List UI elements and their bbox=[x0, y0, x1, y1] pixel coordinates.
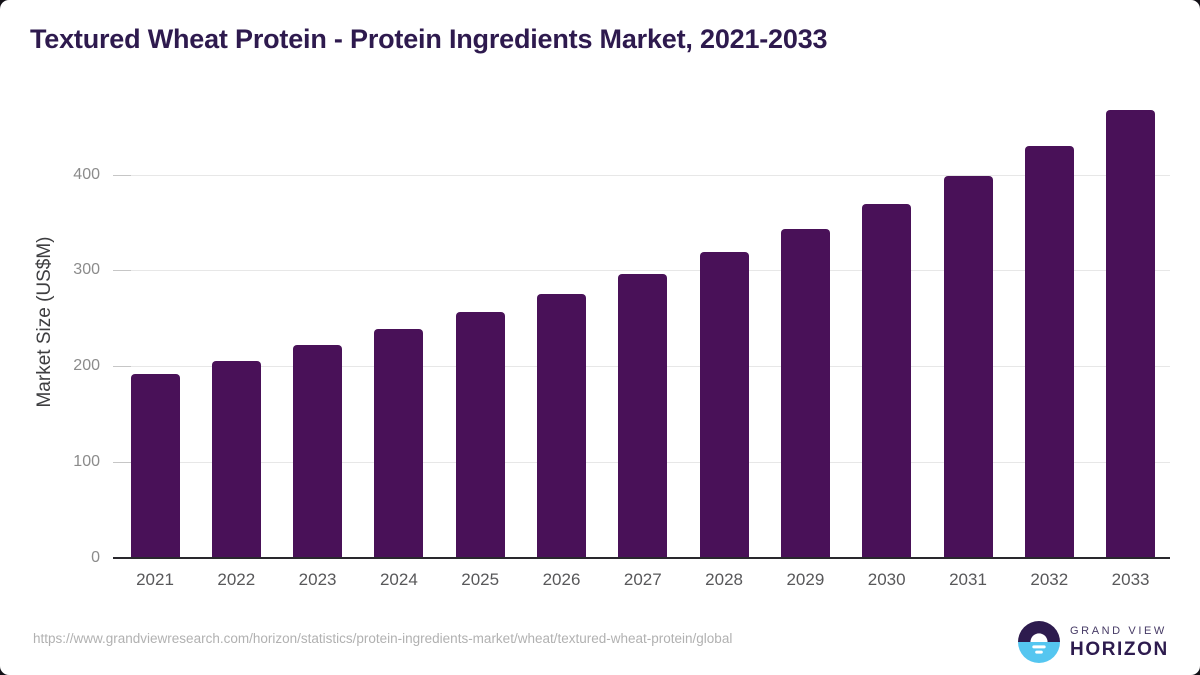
chart-title: Textured Wheat Protein - Protein Ingredi… bbox=[30, 24, 828, 54]
y-tick-label-400: 400 bbox=[73, 165, 100, 183]
x-tick-label-2028: 2028 bbox=[705, 570, 743, 589]
x-tick-label-2029: 2029 bbox=[786, 570, 825, 589]
y-tick-label-100: 100 bbox=[73, 453, 100, 471]
y-tick-label-0: 0 bbox=[91, 549, 100, 566]
bar-2024 bbox=[374, 328, 424, 558]
plot-area bbox=[113, 95, 1170, 559]
brand-name-top: GRAND VIEW bbox=[1070, 624, 1167, 637]
brand-logo-text: GRAND VIEW HORIZON bbox=[1070, 625, 1169, 660]
x-tick-label-2031: 2031 bbox=[949, 570, 987, 589]
y-tick-mark-400 bbox=[113, 174, 131, 176]
y-tick-mark-300 bbox=[113, 270, 131, 272]
bar-2022 bbox=[211, 360, 261, 558]
y-tick-label-200: 200 bbox=[73, 357, 100, 375]
x-tick-label-2026: 2026 bbox=[542, 570, 581, 589]
x-tick-label-2024: 2024 bbox=[379, 570, 418, 589]
bar-2028 bbox=[699, 252, 749, 558]
bar-2026 bbox=[537, 294, 586, 558]
grand-view-horizon-logo-icon bbox=[1018, 621, 1060, 663]
gridline-300 bbox=[113, 270, 1170, 272]
x-axis-line bbox=[113, 557, 1170, 559]
bar-2029 bbox=[780, 229, 830, 558]
bar-2027 bbox=[618, 274, 668, 558]
bar-2033 bbox=[1106, 110, 1156, 558]
x-tick-label-2033: 2033 bbox=[1111, 570, 1150, 589]
x-tick-label-2023: 2023 bbox=[298, 570, 337, 589]
brand-name-bottom: HORIZON bbox=[1070, 638, 1169, 660]
brand-logo: GRAND VIEW HORIZON bbox=[1018, 621, 1169, 663]
bar-2021 bbox=[130, 373, 180, 558]
source-url-text: https://www.grandviewresearch.com/horizo… bbox=[33, 631, 733, 646]
bar-2023 bbox=[293, 345, 343, 558]
x-tick-label-2022: 2022 bbox=[217, 570, 256, 589]
x-tick-label-2027: 2027 bbox=[623, 570, 662, 589]
x-tick-label-2021: 2021 bbox=[136, 570, 174, 589]
gridline-400 bbox=[113, 174, 1170, 176]
x-tick-label-2030: 2030 bbox=[867, 570, 906, 589]
y-tick-mark-200 bbox=[113, 366, 131, 368]
x-tick-label-2025: 2025 bbox=[461, 570, 500, 589]
bar-2030 bbox=[862, 204, 912, 558]
bar-2031 bbox=[943, 176, 993, 558]
y-tick-mark-100 bbox=[113, 462, 131, 464]
x-tick-label-2032: 2032 bbox=[1030, 570, 1069, 589]
bar-2025 bbox=[455, 311, 505, 558]
y-tick-label-300: 300 bbox=[73, 261, 100, 279]
bar-2032 bbox=[1024, 145, 1074, 558]
